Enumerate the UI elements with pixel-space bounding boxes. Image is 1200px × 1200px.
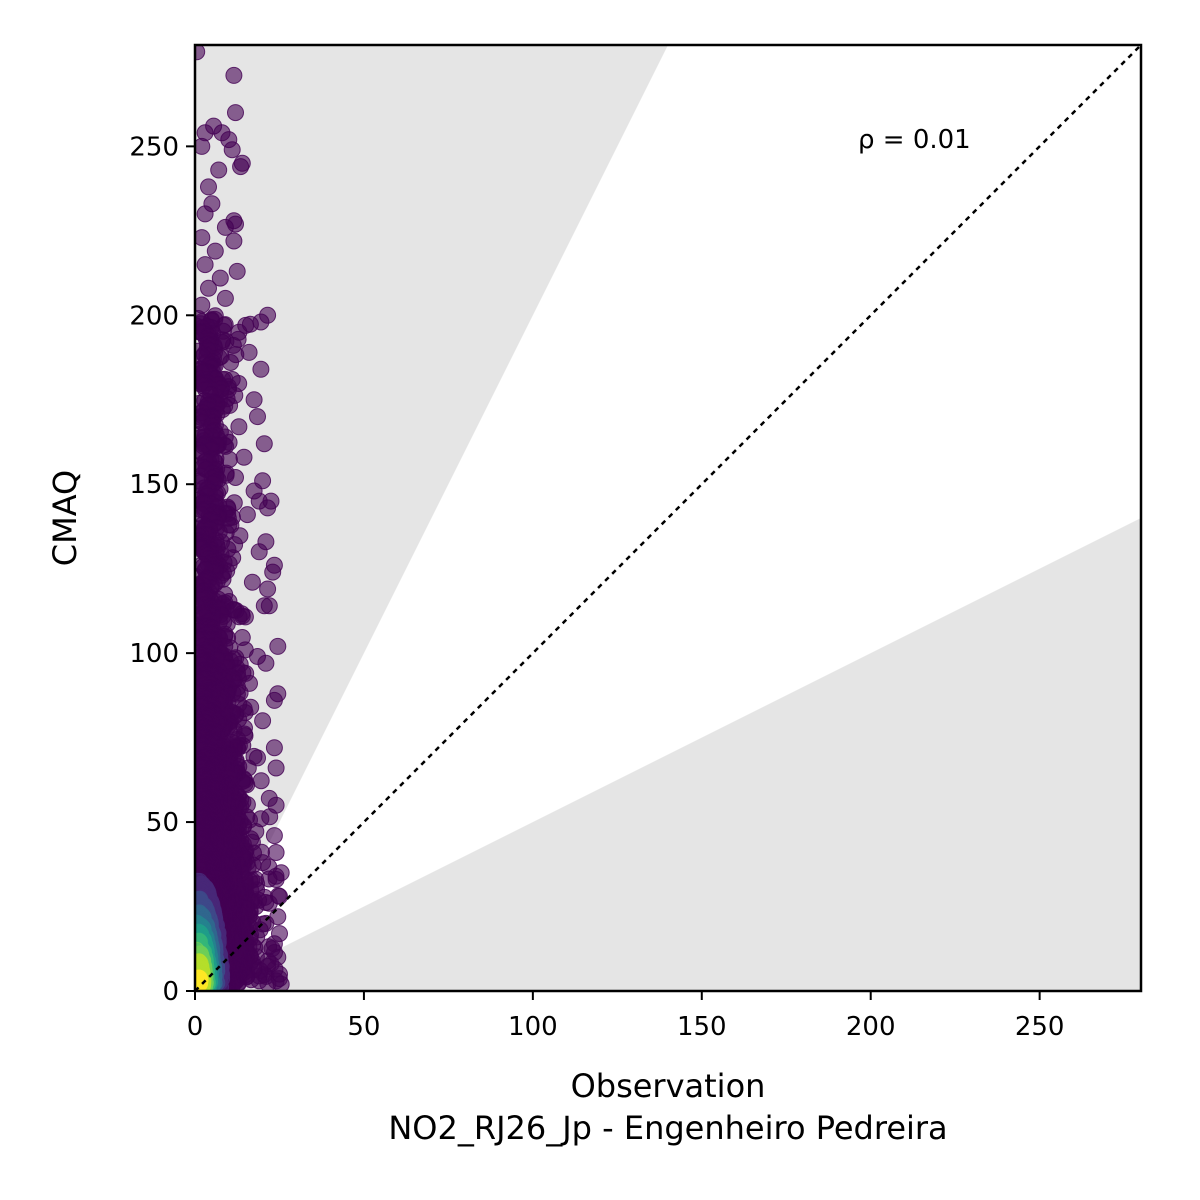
scatter-point bbox=[250, 543, 268, 561]
x-tick-label: 200 bbox=[846, 1012, 896, 1042]
y-axis-label: CMAQ bbox=[46, 470, 84, 566]
scatter-point bbox=[254, 712, 272, 730]
scatter-point bbox=[265, 827, 283, 845]
scatter-point bbox=[245, 482, 263, 500]
y-tick-label: 150 bbox=[129, 470, 179, 500]
scatter-point bbox=[196, 256, 214, 274]
x-tick-label: 150 bbox=[677, 1012, 727, 1042]
scatter-point bbox=[255, 435, 273, 453]
scatter-point bbox=[267, 844, 285, 861]
x-tick-label: 50 bbox=[347, 1012, 380, 1042]
scatter-point bbox=[238, 506, 256, 524]
scatter-point bbox=[225, 232, 243, 250]
scatter-point bbox=[195, 45, 206, 61]
x-axis-sublabel: NO2_RJ26_Jp - Engenheiro Pedreira bbox=[388, 1109, 947, 1147]
shaded-region bbox=[195, 45, 668, 991]
scatter-point bbox=[195, 971, 207, 989]
scatter-point bbox=[227, 104, 244, 122]
scatter-point bbox=[206, 242, 224, 260]
scatter-point bbox=[195, 229, 211, 247]
y-tick-label: 100 bbox=[129, 639, 179, 669]
scatter-point bbox=[230, 418, 248, 436]
scatter-point bbox=[252, 360, 270, 378]
scatter-point bbox=[255, 597, 273, 615]
data-points bbox=[195, 45, 290, 991]
scatter-point bbox=[195, 137, 211, 155]
scatter-point bbox=[210, 161, 228, 179]
scatter-point bbox=[249, 408, 266, 426]
scatter-point bbox=[225, 66, 243, 84]
scatter-point bbox=[252, 772, 270, 790]
scatter-point bbox=[264, 563, 282, 581]
scatter-point bbox=[259, 580, 277, 598]
scatter-point bbox=[245, 391, 263, 409]
y-tick-label: 250 bbox=[129, 132, 179, 162]
scatter-point bbox=[235, 448, 253, 466]
scatter-point bbox=[228, 262, 246, 280]
scatter-point bbox=[216, 218, 234, 236]
scatter-point bbox=[200, 279, 217, 297]
x-tick-label: 0 bbox=[187, 1012, 204, 1042]
scatter-point bbox=[216, 289, 234, 307]
y-tick-label: 200 bbox=[129, 301, 179, 331]
scatter-point bbox=[260, 789, 278, 807]
shaded-region bbox=[195, 518, 1141, 991]
x-tick-label: 250 bbox=[1015, 1012, 1065, 1042]
scatter-point bbox=[267, 759, 285, 777]
correlation-annotation: ρ = 0.01 bbox=[858, 125, 971, 155]
scatter-point bbox=[223, 141, 241, 159]
scatter-point bbox=[265, 691, 283, 709]
scatter-point bbox=[196, 205, 214, 223]
scatter-point bbox=[211, 269, 229, 287]
scatter-point bbox=[265, 739, 283, 757]
scatter-point bbox=[269, 637, 287, 655]
scatter-point bbox=[232, 158, 250, 176]
x-axis-label: Observation bbox=[571, 1067, 766, 1105]
shaded-regions bbox=[195, 45, 1141, 991]
x-tick-label: 100 bbox=[508, 1012, 558, 1042]
scatter-point bbox=[243, 573, 261, 591]
y-tick-label: 50 bbox=[146, 808, 179, 838]
scatter-point bbox=[200, 178, 217, 196]
y-tick-label: 0 bbox=[162, 977, 179, 1007]
